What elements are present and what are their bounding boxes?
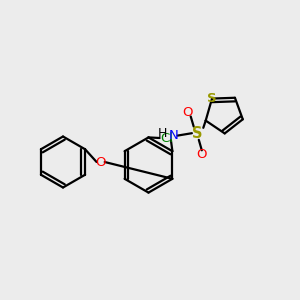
Text: N: N bbox=[169, 129, 179, 142]
Text: O: O bbox=[95, 155, 106, 169]
Text: H: H bbox=[158, 127, 167, 140]
Text: O: O bbox=[196, 148, 207, 161]
Text: S: S bbox=[192, 126, 202, 141]
Text: Cl: Cl bbox=[160, 131, 174, 145]
Text: S: S bbox=[207, 92, 217, 105]
Text: O: O bbox=[182, 106, 193, 119]
